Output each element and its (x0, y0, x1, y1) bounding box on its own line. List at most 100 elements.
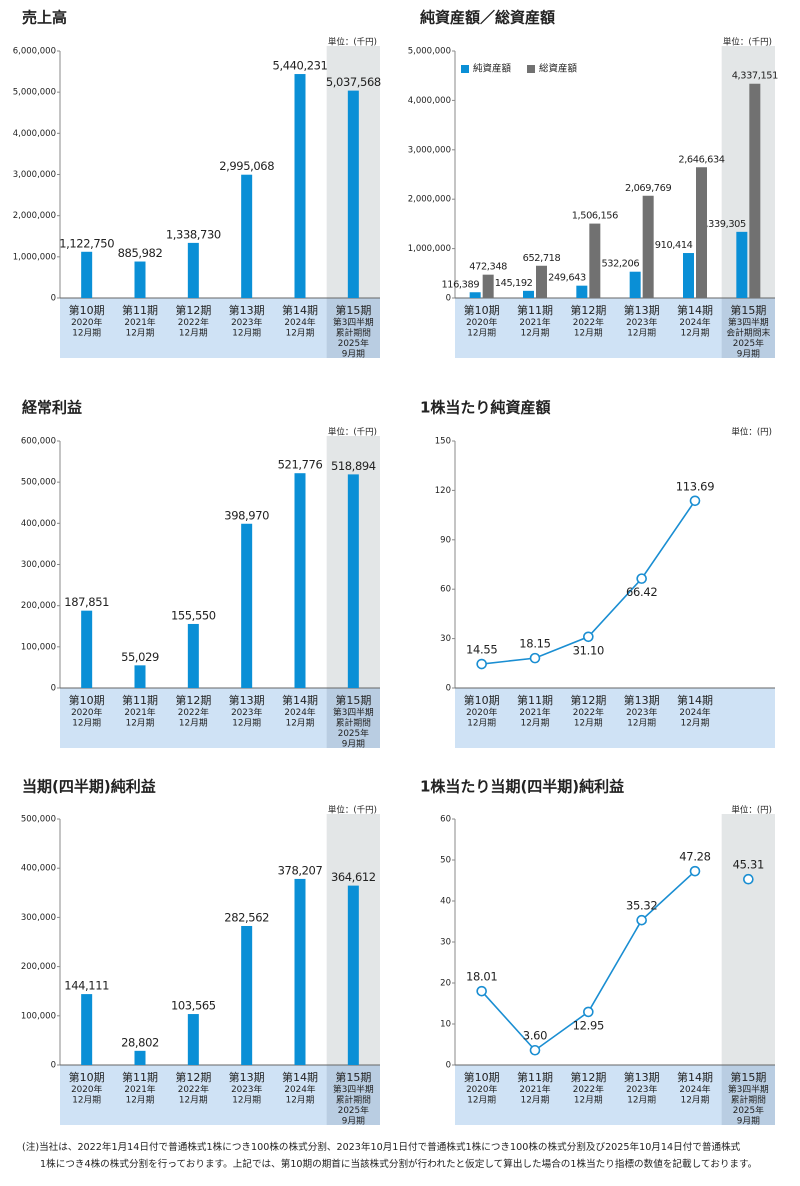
value-label: 113.69 (676, 479, 714, 493)
y-tick-label: 150 (435, 437, 451, 447)
y-tick-label: 500,000 (21, 815, 56, 825)
value-label: 31.10 (573, 643, 604, 657)
value-label: 5,440,231 (273, 59, 328, 73)
x-tick-label: 2021年 (124, 316, 155, 328)
x-tick-label: 2025年 (338, 1104, 369, 1116)
x-tick-label: 12月期 (627, 1095, 656, 1106)
y-tick-label: 4,000,000 (408, 96, 451, 106)
y-tick-label: 50 (440, 856, 451, 866)
marker (636, 573, 647, 584)
y-tick-label: 3,000,000 (408, 145, 451, 155)
x-tick-label: 2024年 (284, 706, 315, 718)
x-tick-label: 2021年 (519, 706, 550, 718)
x-tick-label: 2021年 (519, 1083, 550, 1095)
x-tick-label: 12月期 (574, 1095, 603, 1106)
highlight-band (721, 1065, 775, 1125)
x-tick-label: 12月期 (232, 718, 261, 729)
bar (294, 473, 306, 688)
bar (294, 74, 306, 298)
y-tick-label: 60 (440, 585, 451, 595)
x-tick-label: 12月期 (574, 718, 603, 729)
y-tick-label: 300,000 (21, 913, 56, 923)
x-tick-label: 第10期 (464, 1070, 500, 1084)
x-tick-label: 2022年 (573, 706, 604, 718)
x-tick-label: 12月期 (286, 1095, 315, 1106)
bar (683, 253, 694, 298)
x-tick-label: 第12期 (175, 303, 211, 317)
x-tick-label: 12月期 (521, 1095, 550, 1106)
x-tick-label: 2022年 (178, 706, 209, 718)
x-tick-label: 2020年 (71, 706, 102, 718)
value-label: 66.42 (626, 585, 657, 599)
x-tick-label: 12月期 (179, 1095, 208, 1106)
x-tick-label: 第15期 (730, 1070, 766, 1084)
y-tick-label: 0 (446, 1061, 451, 1071)
y-tick-label: 100,000 (21, 642, 56, 652)
bar (523, 290, 534, 298)
y-tick-label: 30 (440, 634, 451, 644)
marker (529, 1044, 541, 1056)
value-label: 885,982 (118, 246, 163, 260)
y-tick-label: 3,000,000 (13, 170, 56, 180)
bar (749, 83, 761, 298)
value-label: 4,337,151 (732, 71, 778, 82)
chart-title: 1株当たり純資産額 (420, 399, 550, 417)
value-label: 3.60 (523, 1029, 547, 1043)
marker (743, 873, 754, 885)
x-tick-label: 12月期 (286, 328, 315, 339)
marker (529, 652, 541, 664)
x-tick-label: 12月期 (72, 328, 101, 339)
value-label: 14.55 (466, 643, 497, 657)
x-tick-label: 第14期 (677, 693, 713, 707)
value-label: 18.01 (466, 970, 497, 984)
y-tick-label: 1,000,000 (408, 244, 451, 254)
x-tick-label: 第11期 (122, 303, 158, 317)
x-tick-label: 12月期 (126, 1095, 155, 1106)
x-tick-label: 2025年 (733, 337, 764, 349)
unit-label: 単位：(千円) (723, 37, 772, 48)
value-label: 1,338,730 (166, 227, 221, 241)
value-label: 521,776 (278, 458, 323, 472)
value-label: 249,643 (548, 273, 586, 284)
chart-title: 売上高 (22, 9, 67, 27)
y-tick-label: 30 (440, 938, 451, 948)
bar (576, 285, 588, 298)
value-label: 116,389 (441, 279, 479, 290)
x-tick-label: 2023年 (231, 706, 262, 718)
y-tick-label: 20 (440, 979, 451, 989)
x-tick-label: 12月期 (126, 718, 155, 729)
x-tick-label: 第3四半期 (333, 316, 374, 328)
x-tick-label: 第3四半期 (728, 316, 769, 328)
x-tick-label: 2021年 (519, 316, 550, 328)
y-tick-label: 0 (51, 294, 56, 304)
bar (134, 1050, 146, 1065)
chart-title: 当期(四半期)純利益 (22, 778, 156, 796)
x-tick-label: 2020年 (466, 316, 497, 328)
bar (696, 167, 707, 298)
highlight-column (721, 814, 775, 1065)
y-tick-label: 0 (51, 684, 56, 694)
bar (187, 623, 199, 688)
value-label: 5,037,568 (326, 75, 381, 89)
x-tick-label: 2022年 (573, 316, 604, 328)
x-tick-label: 第12期 (570, 303, 606, 317)
value-label: 472,348 (469, 262, 507, 273)
x-tick-label: 累計期間 (336, 717, 371, 729)
x-tick-label: 第11期 (122, 693, 158, 707)
value-label: 45.31 (733, 858, 764, 872)
x-tick-label: 2020年 (466, 1083, 497, 1095)
marker (689, 865, 701, 877)
x-tick-label: 2020年 (71, 1083, 102, 1095)
y-tick-label: 10 (440, 1020, 451, 1030)
x-tick-label: 第12期 (570, 1070, 606, 1084)
marker (689, 495, 701, 507)
bar (347, 474, 359, 688)
value-label: 910,414 (655, 240, 693, 251)
value-label: 28,802 (121, 1035, 159, 1049)
value-label: 103,565 (171, 999, 216, 1013)
x-tick-label: 第15期 (730, 303, 766, 317)
y-tick-label: 200,000 (21, 962, 56, 972)
x-tick-label: 第13期 (624, 693, 660, 707)
x-tick-label: 2025年 (338, 727, 369, 739)
